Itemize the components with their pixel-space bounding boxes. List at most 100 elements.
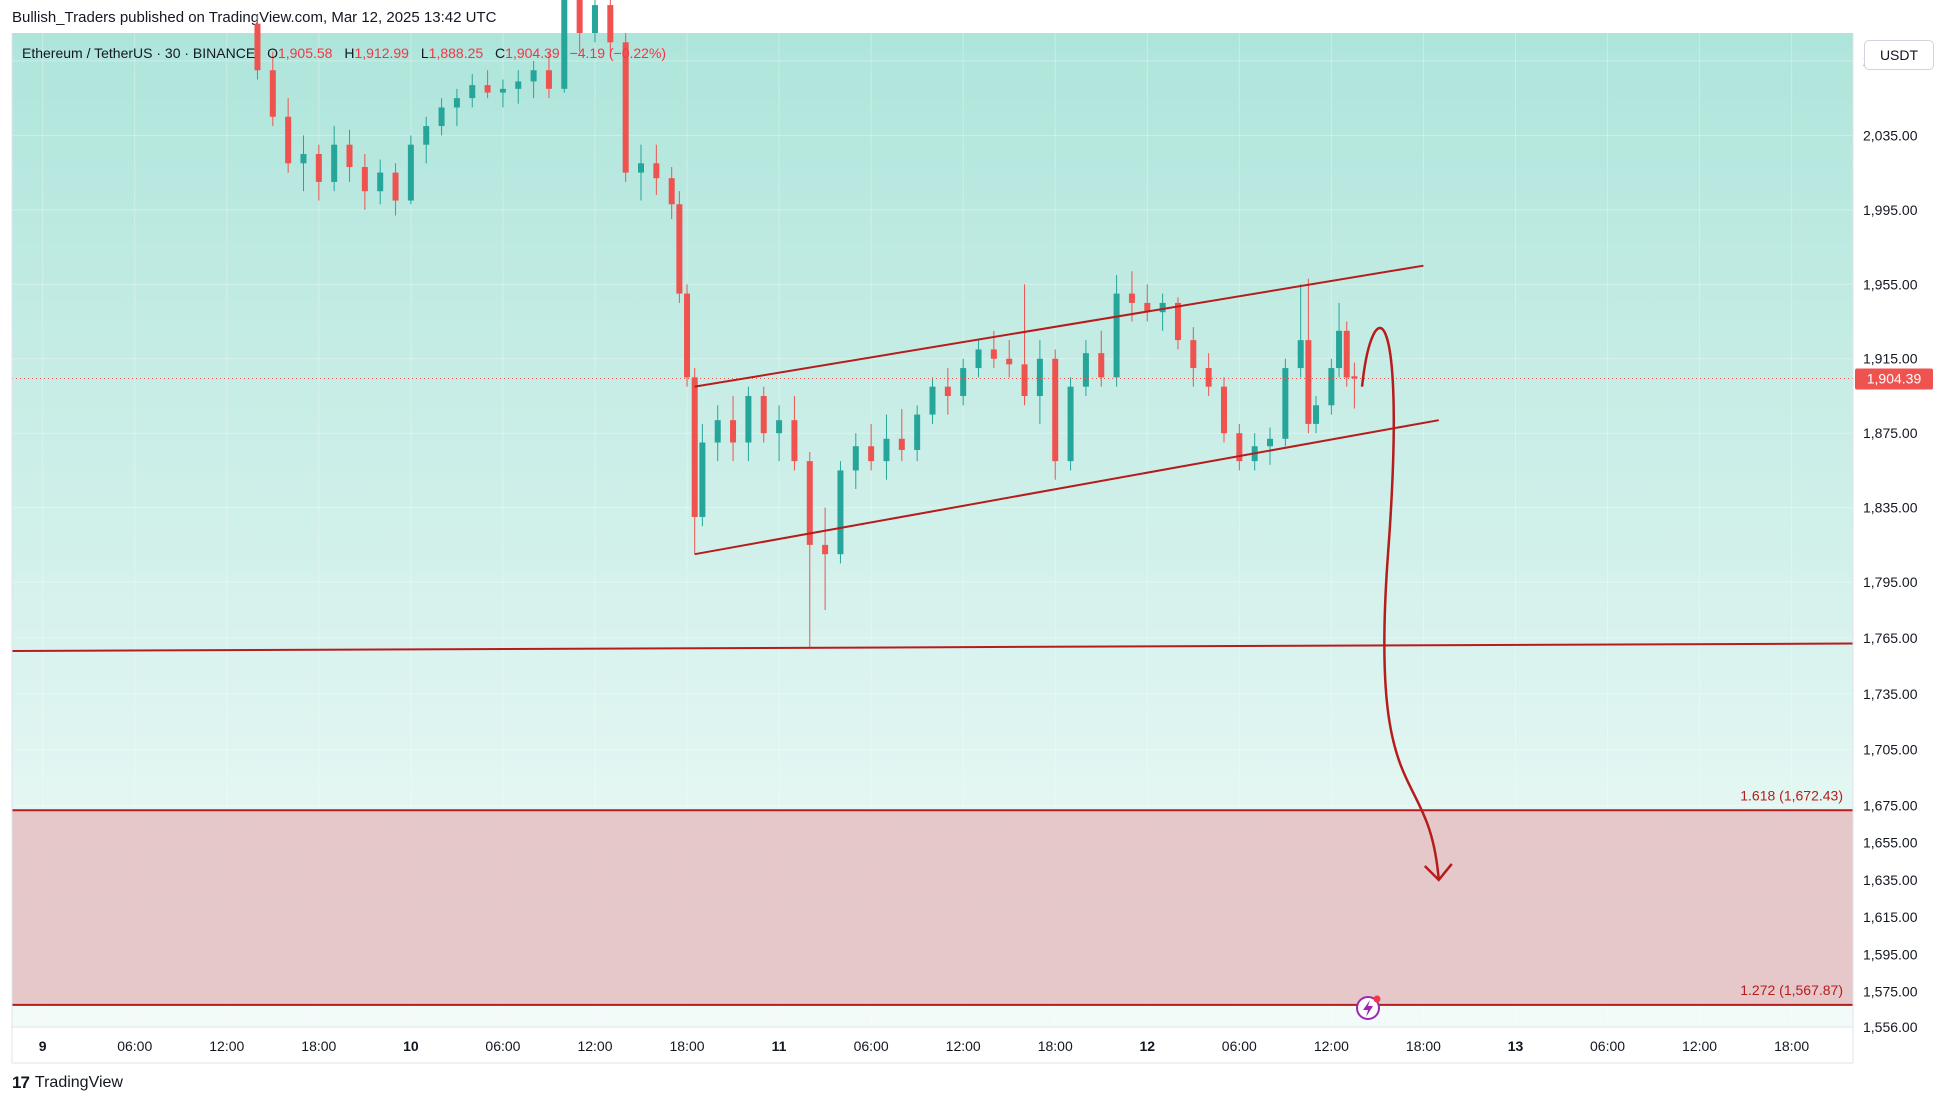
- candle: [760, 386, 767, 443]
- price-tick-label: 1,635.00: [1863, 872, 1918, 888]
- candle-body: [1159, 302, 1166, 313]
- last-price-badge: 1,904.39: [1855, 368, 1933, 390]
- candle: [714, 405, 721, 462]
- candle-body: [407, 144, 414, 201]
- candle-body: [285, 116, 292, 164]
- candle-body: [638, 163, 645, 173]
- time-tick-label: 12:00: [209, 1038, 244, 1054]
- candle-body: [1267, 438, 1274, 447]
- candle-body: [837, 470, 844, 555]
- time-tick-label: 11: [772, 1038, 787, 1054]
- currency-button[interactable]: USDT: [1864, 40, 1934, 70]
- legend-open-value: 1,905.58: [277, 45, 333, 61]
- candle-body: [315, 153, 322, 182]
- time-tick-label: 06:00: [854, 1038, 889, 1054]
- price-tick-label: 1,765.00: [1863, 630, 1918, 646]
- candle-body: [806, 461, 813, 545]
- candle-body: [1351, 376, 1358, 379]
- candle-body: [499, 88, 506, 93]
- candle-body: [1082, 353, 1089, 387]
- price-tick-label: 1,705.00: [1863, 742, 1918, 758]
- candle: [622, 33, 629, 182]
- candle-body: [883, 438, 890, 462]
- candle: [1052, 349, 1059, 480]
- support-line: [11, 642, 1854, 652]
- candle: [469, 73, 476, 108]
- candle: [883, 414, 890, 480]
- tradingview-logo-icon: 17: [12, 1073, 30, 1092]
- candle-body: [622, 42, 629, 173]
- candle: [1067, 377, 1074, 471]
- candle: [699, 423, 706, 527]
- candle-body: [1174, 302, 1181, 341]
- candle: [791, 395, 798, 471]
- candle-body: [776, 420, 783, 434]
- candle-body: [561, 0, 568, 89]
- price-tick-label: 1,955.00: [1863, 276, 1918, 292]
- candle-body: [1236, 433, 1243, 462]
- candle: [638, 144, 645, 201]
- candle-body: [377, 172, 384, 192]
- candle: [269, 51, 276, 127]
- candle-body: [1128, 293, 1135, 303]
- ohlc-legend: Ethereum / TetherUS · 30 · BINANCE O1,90…: [22, 45, 666, 61]
- candle-body: [699, 442, 706, 517]
- candle-body: [852, 446, 859, 471]
- candle: [453, 88, 460, 127]
- time-tick-label: 06:00: [1222, 1038, 1257, 1054]
- price-tick-label: 1,735.00: [1863, 686, 1918, 702]
- time-tick-label: 18:00: [1038, 1038, 1073, 1054]
- candle-body: [1113, 293, 1120, 378]
- candle-body: [1021, 364, 1028, 396]
- candle-body: [1282, 368, 1289, 439]
- candle: [377, 159, 384, 205]
- candle-body: [1313, 405, 1320, 424]
- candle: [1297, 284, 1304, 378]
- candle-body: [960, 368, 967, 396]
- candle: [1220, 377, 1227, 443]
- candle-body: [331, 144, 338, 182]
- candle: [545, 51, 552, 99]
- candle: [1190, 327, 1197, 387]
- time-tick-label: 06:00: [485, 1038, 520, 1054]
- time-tick-label: 12:00: [577, 1038, 612, 1054]
- candle: [898, 409, 905, 462]
- candle: [1144, 284, 1151, 322]
- price-tick-label: 2,035.00: [1863, 127, 1918, 143]
- price-tick-label: 1,795.00: [1863, 574, 1918, 590]
- candle: [484, 70, 491, 99]
- time-tick-label: 18:00: [670, 1038, 705, 1054]
- candle-body: [300, 153, 307, 164]
- candle: [561, 0, 568, 93]
- candle-body: [975, 349, 982, 369]
- candle-body: [453, 98, 460, 108]
- footer-brand[interactable]: 17 TradingView: [12, 1073, 123, 1093]
- candle-body: [1036, 358, 1043, 396]
- candle: [346, 129, 353, 182]
- time-tick-label: 06:00: [1590, 1038, 1625, 1054]
- candle: [1006, 340, 1013, 378]
- candle: [914, 405, 921, 462]
- candle: [285, 98, 292, 173]
- candle: [653, 144, 660, 195]
- candle: [1159, 293, 1166, 331]
- footer-brand-label: TradingView: [34, 1074, 123, 1091]
- candle: [745, 386, 752, 462]
- candle-body: [1006, 358, 1013, 365]
- candle: [1343, 321, 1350, 387]
- candle-body: [1098, 353, 1105, 378]
- candle-body: [822, 544, 829, 555]
- candle: [868, 423, 875, 471]
- candle: [438, 98, 445, 136]
- time-tick-label: 18:00: [301, 1038, 336, 1054]
- time-tick-label: 12: [1139, 1038, 1155, 1054]
- legend-low-label: L: [420, 45, 429, 61]
- candle: [315, 144, 322, 201]
- candle: [1351, 362, 1358, 409]
- candle: [1336, 302, 1343, 378]
- candle: [1313, 395, 1320, 434]
- candle: [423, 116, 430, 164]
- candle-body: [1052, 358, 1059, 462]
- candle: [576, 0, 583, 52]
